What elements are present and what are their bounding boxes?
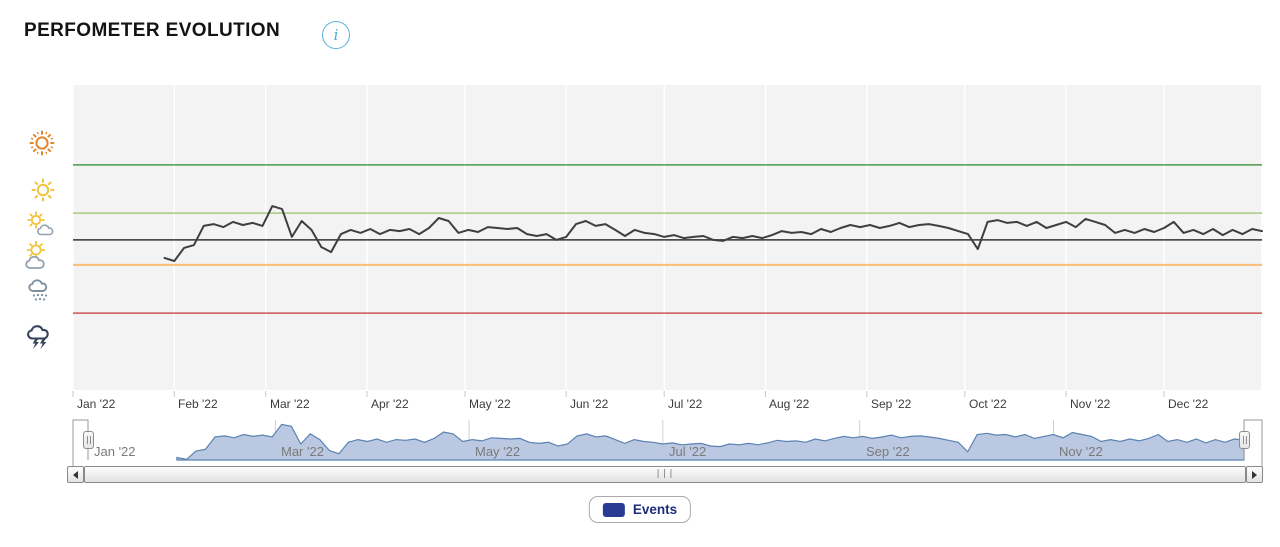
navigator-label: Sep '22 [866, 444, 910, 459]
x-axis-label: Jun '22 [570, 397, 609, 411]
right-arrow-icon [1252, 470, 1257, 479]
navigator-label: Jan '22 [94, 444, 136, 459]
info-icon-glyph: i [333, 26, 339, 44]
scrollbar-left-arrow-button[interactable] [67, 466, 84, 483]
events-series-swatch [602, 502, 625, 517]
navigator-label: Nov '22 [1059, 444, 1103, 459]
sun-behind-large-cloud-icon [22, 240, 56, 275]
scrollbar-grip-icon: ||| [655, 469, 675, 479]
sun-icon [28, 175, 58, 210]
x-axis-label: Dec '22 [1168, 397, 1209, 411]
x-axis-label: Oct '22 [969, 397, 1007, 411]
chart-scrollbar: ||| [67, 466, 1263, 483]
scrollbar-thumb[interactable]: ||| [84, 466, 1246, 483]
sun-behind-cloud-icon [24, 210, 56, 242]
navigator-area[interactable] [176, 423, 1245, 461]
legend-events-button[interactable]: Events [588, 496, 692, 523]
x-axis-label: Jul '22 [668, 397, 703, 411]
navigator-label: Jul '22 [669, 444, 707, 459]
x-axis-label: May '22 [469, 397, 511, 411]
x-axis-label: Aug '22 [769, 397, 810, 411]
navigator-label: May '22 [475, 444, 521, 459]
x-axis-label: Jan '22 [77, 397, 116, 411]
x-axis-label: Feb '22 [178, 397, 218, 411]
rain-cloud-icon [26, 274, 56, 309]
page-title: PERFOMETER EVOLUTION [24, 20, 281, 41]
navigator-right-handle[interactable] [1239, 431, 1250, 449]
navigator-label: Mar '22 [281, 444, 324, 459]
storm-cloud-icon [24, 322, 58, 357]
info-icon[interactable]: i [322, 21, 350, 49]
x-axis-label: Apr '22 [371, 397, 409, 411]
x-axis-label: Nov '22 [1070, 397, 1111, 411]
bright-sun-icon [26, 127, 58, 164]
x-axis-label: Mar '22 [270, 397, 310, 411]
x-axis-label: Sep '22 [871, 397, 912, 411]
scrollbar-right-arrow-button[interactable] [1246, 466, 1263, 483]
navigator-left-handle[interactable] [83, 431, 94, 449]
legend-events-label: Events [632, 502, 678, 517]
left-arrow-icon [73, 470, 78, 479]
